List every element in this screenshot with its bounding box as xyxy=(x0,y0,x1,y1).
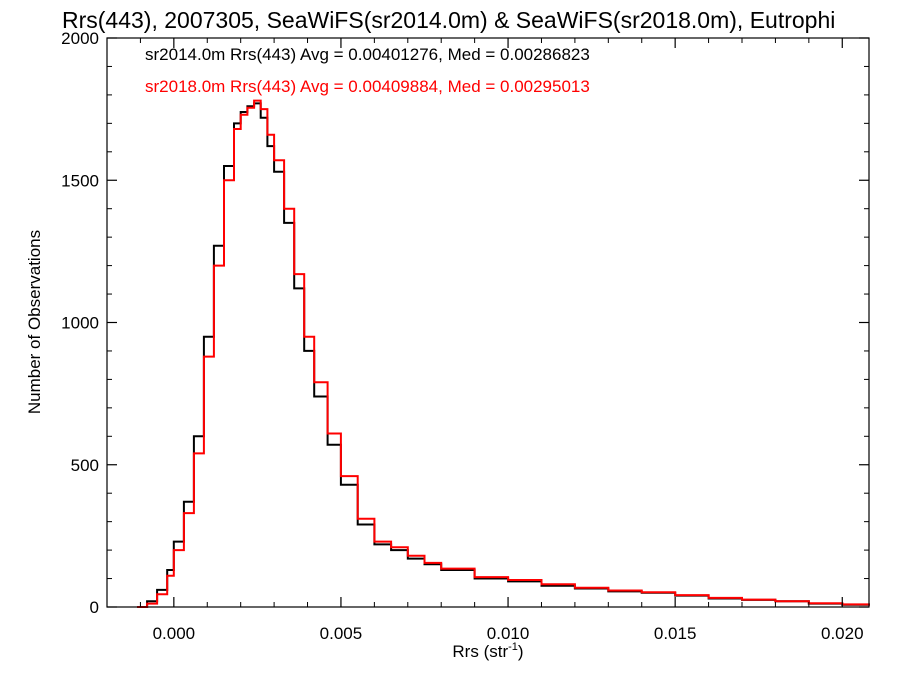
y-tick-label: 2000 xyxy=(61,29,99,48)
ticks-layer: 0.000 0.005 0.010 0.015 0.020 0 500 1000 1500 200… xyxy=(61,29,869,643)
series-layer xyxy=(137,99,870,608)
x-tick-label: 0.005 xyxy=(320,624,363,643)
series-line-sr2014.0m xyxy=(137,102,870,608)
series-line-sr2018.0m xyxy=(137,99,870,608)
x-axis-label-close: ) xyxy=(518,642,524,661)
legend-entry-sr2014: sr2014.0m Rrs(443) Avg = 0.00401276, Med… xyxy=(145,45,590,64)
x-axis-label-main: Rrs (str xyxy=(452,642,508,661)
x-tick-label: 0.000 xyxy=(153,624,196,643)
x-axis-label: Rrs (str-1) xyxy=(452,641,523,661)
y-tick-label: 500 xyxy=(71,456,99,475)
y-tick-label: 1000 xyxy=(61,314,99,333)
chart-title: Rrs(443), 2007305, SeaWiFS(sr2014.0m) & … xyxy=(62,7,835,33)
x-tick-label: 0.015 xyxy=(654,624,697,643)
plot-frame xyxy=(106,37,870,608)
legend-entry-sr2018: sr2018.0m Rrs(443) Avg = 0.00409884, Med… xyxy=(145,77,590,96)
y-axis-label: Number of Observations xyxy=(25,230,44,414)
y-tick-label: 0 xyxy=(90,598,99,617)
x-tick-label: 0.010 xyxy=(487,624,530,643)
y-tick-label: 1500 xyxy=(61,171,99,190)
x-axis-label-superscript: -1 xyxy=(508,641,518,653)
x-tick-label: 0.020 xyxy=(821,624,864,643)
